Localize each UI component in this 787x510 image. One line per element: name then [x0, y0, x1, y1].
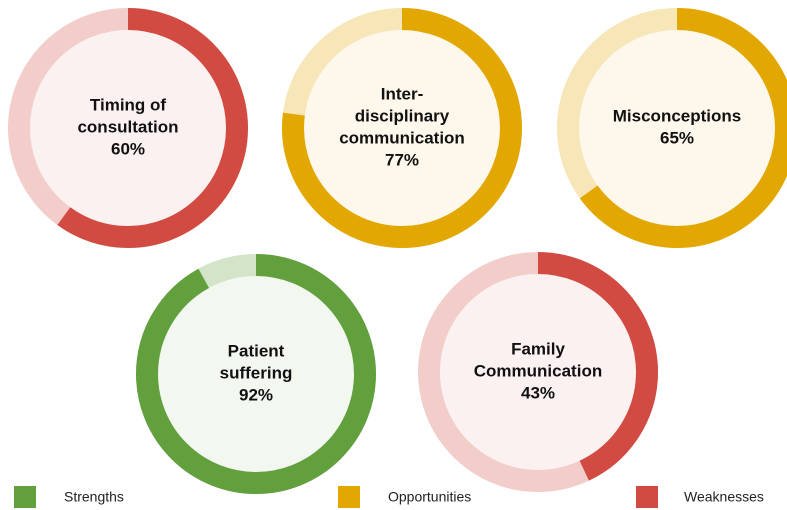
- donut-value-label: 43%: [521, 383, 555, 402]
- donut-center: [304, 30, 500, 226]
- donut-title: Misconceptions: [613, 106, 741, 125]
- donut-title: Patient: [228, 341, 285, 360]
- donut-title: disciplinary: [355, 106, 450, 125]
- donut-arc: [418, 252, 658, 492]
- donut-title: Communication: [474, 361, 602, 380]
- donut-title: consultation: [77, 117, 178, 136]
- donut-center: [30, 30, 226, 226]
- donut-arc: [136, 254, 376, 494]
- donut-center: [440, 274, 636, 470]
- legend-label: Strengths: [64, 489, 124, 505]
- legend-swatch: [338, 486, 360, 508]
- donut-arc: [8, 8, 248, 248]
- donut-center: [158, 276, 354, 472]
- donut-arc: [557, 8, 787, 248]
- donut-arc: [282, 8, 522, 248]
- donut-title: suffering: [220, 363, 293, 382]
- donut-value-label: 77%: [385, 150, 419, 169]
- donut-title: Family: [511, 339, 565, 358]
- donut-title: Timing of: [90, 95, 167, 114]
- donut-title: Inter-: [381, 84, 424, 103]
- donut-center: [579, 30, 775, 226]
- legend-label: Weaknesses: [684, 489, 764, 505]
- donut-value-label: 60%: [111, 139, 145, 158]
- donut-value-label: 65%: [660, 128, 694, 147]
- legend-label: Opportunities: [388, 489, 471, 505]
- donut-value-label: 92%: [239, 385, 273, 404]
- legend-swatch: [636, 486, 658, 508]
- donut-title: communication: [339, 128, 465, 147]
- legend-swatch: [14, 486, 36, 508]
